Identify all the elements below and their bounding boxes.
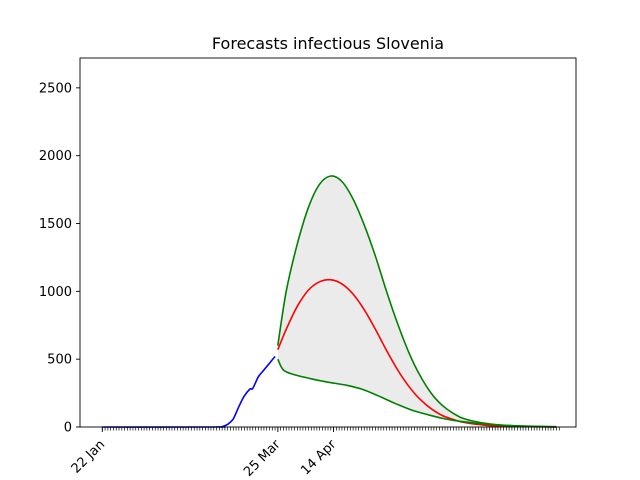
y-tick-label: 1500 (39, 217, 72, 232)
x-tick-label: 22 Jan (69, 437, 108, 476)
y-tick-label: 2500 (39, 81, 72, 96)
y-tick-label: 500 (47, 353, 72, 368)
observed-infectious-line (102, 355, 276, 428)
y-tick-label: 1000 (39, 285, 72, 300)
y-tick-label: 0 (64, 421, 72, 436)
chart-title: Forecasts infectious Slovenia (212, 34, 444, 53)
x-tick-label: 25 Mar (241, 437, 284, 480)
forecast-range-band (277, 176, 557, 427)
plot-area (102, 175, 557, 428)
forecast-median-line (277, 278, 557, 428)
x-tick-label: 14 Apr (298, 437, 340, 479)
y-tick-label: 2000 (39, 149, 72, 164)
forecast-lower-line (277, 358, 557, 428)
forecast-upper-line (277, 175, 557, 428)
